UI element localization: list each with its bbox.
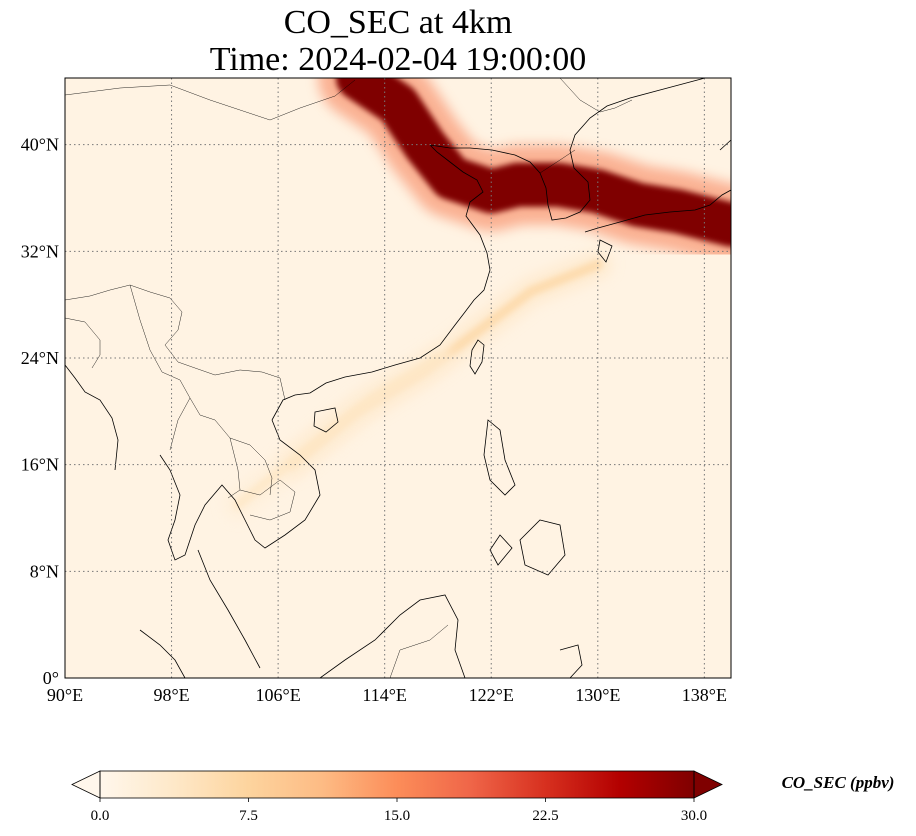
colorbar-ticks: 0.0 7.5 15.0 22.5 30.0 (91, 798, 707, 824)
colorbar-tick-label: 30.0 (681, 808, 707, 824)
map-area (64, 77, 732, 679)
coastline-mindanao (489, 519, 566, 576)
border-russia-china (559, 78, 633, 113)
border-mongolia-china (65, 79, 356, 121)
coastline-borneo (319, 594, 466, 678)
gridlines (65, 78, 731, 678)
colorbar-tick-label: 7.5 (239, 808, 258, 824)
lon-tick-label: 90°E (47, 685, 83, 705)
lat-tick-label: 8°N (30, 561, 59, 581)
co-plume-layer (223, 78, 731, 520)
coastline-hainan (313, 407, 339, 433)
border-myanmar-thailand-laos (129, 284, 273, 499)
coastline-japan (584, 139, 731, 263)
lon-tick-label: 122°E (469, 685, 514, 705)
coastline-myanmar (65, 364, 119, 471)
border-cambodia (239, 479, 296, 521)
colorbar: 0.0 7.5 15.0 22.5 30.0 CO_SEC (ppbv) (71, 770, 895, 824)
colorbar-label: CO_SEC (ppbv) (782, 773, 895, 792)
lon-tick-label: 138°E (682, 685, 727, 705)
coastline-china (271, 144, 491, 421)
colorbar-tick-label: 0.0 (91, 808, 110, 824)
colorbar-gradient (100, 771, 694, 798)
colorbar-tick-label: 15.0 (384, 808, 410, 824)
plume-south-china-sea-faint-band (233, 353, 443, 510)
lon-tick-label: 98°E (153, 685, 189, 705)
lat-tick-label: 40°N (21, 135, 59, 155)
coastline-sumatra (139, 629, 186, 678)
colorbar-extend-high (693, 770, 723, 799)
colorbar-tick-label: 22.5 (532, 808, 558, 824)
longitude-tick-labels: 90°E 98°E 106°E 114°E 122°E 130°E 138°E (47, 685, 727, 705)
latitude-tick-labels: 0° 8°N 16°N 24°N 32°N 40°N (21, 135, 59, 688)
lon-tick-label: 114°E (362, 685, 407, 705)
map-frame (64, 77, 732, 679)
coastline-sulawesi (559, 644, 583, 678)
lon-tick-label: 106°E (256, 685, 301, 705)
coastline-taiwan (469, 339, 485, 375)
border-korea-china (539, 149, 576, 174)
coastline-korea (429, 78, 706, 221)
colorbar-extend-low (71, 770, 101, 799)
lat-tick-label: 24°N (21, 348, 59, 368)
title-line-1: CO_SEC at 4km (283, 4, 513, 41)
border-southwest-china (65, 284, 286, 401)
lon-tick-label: 130°E (575, 685, 620, 705)
border-india-myanmar (65, 317, 101, 369)
title-line-2: Time: 2024-02-04 19:00:00 (209, 41, 587, 78)
coastline-luzon (483, 419, 516, 496)
lat-tick-label: 0° (43, 668, 59, 688)
border-malaysia-borneo (389, 624, 449, 678)
coastline-indochina (159, 419, 321, 669)
lat-tick-label: 16°N (21, 455, 59, 475)
lat-tick-label: 32°N (21, 241, 59, 261)
plume-north-china-korea-japan-band (336, 78, 731, 247)
coastline-layer (65, 78, 731, 678)
country-borders (65, 78, 633, 678)
